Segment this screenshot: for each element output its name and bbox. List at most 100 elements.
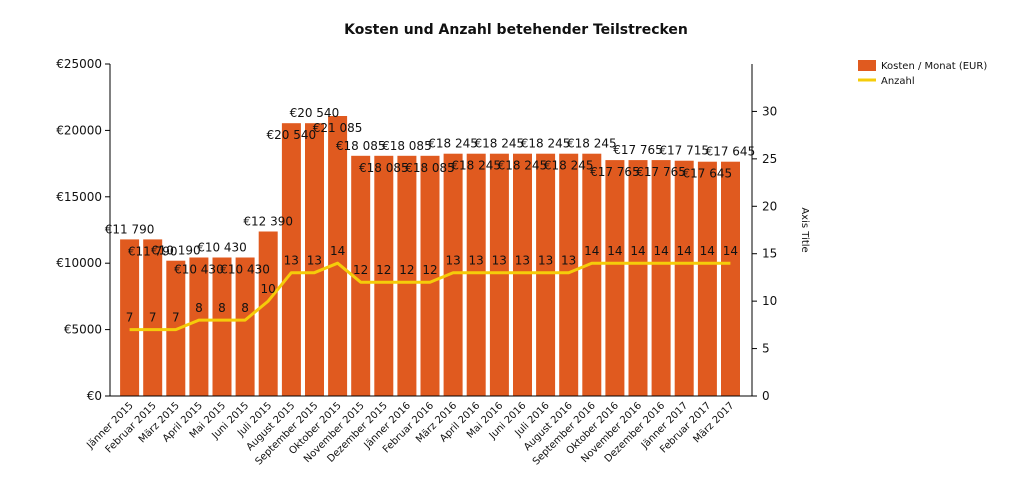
- legend-label-anzahl: Anzahl: [881, 76, 915, 87]
- count-label-8: 13: [307, 254, 322, 268]
- bar-8: [305, 123, 324, 396]
- count-label-0: 7: [126, 311, 134, 325]
- cost-label-5: €10 430: [220, 263, 270, 277]
- bar-22: [628, 160, 648, 396]
- count-label-13: 12: [422, 263, 437, 277]
- cost-label-7: €20 540: [266, 128, 316, 142]
- cost-label-9: €21 085: [313, 121, 363, 135]
- bar-4: [212, 257, 232, 396]
- count-label-18: 13: [538, 254, 553, 268]
- count-label-2: 7: [172, 311, 180, 325]
- bar-13: [420, 155, 440, 396]
- count-label-20: 14: [584, 244, 599, 258]
- count-label-23: 14: [653, 244, 668, 258]
- bar-5: [235, 257, 255, 396]
- legend-label-kosten: Kosten / Monat (EUR): [881, 61, 987, 72]
- cost-label-20: €18 245: [567, 137, 617, 151]
- bar-series: [120, 116, 740, 396]
- count-label-11: 12: [376, 263, 391, 277]
- bar-11: [374, 155, 394, 396]
- cost-label-3: €10 430: [174, 263, 224, 277]
- count-label-15: 13: [469, 254, 484, 268]
- chart-title: Kosten und Anzahl betehender Teilstrecke…: [344, 22, 688, 38]
- bar-21: [605, 160, 625, 396]
- bar-17: [513, 153, 532, 396]
- left-tick-label-1: €5000: [64, 323, 102, 337]
- bar-0: [120, 239, 140, 396]
- cost-label-6: €12 390: [243, 215, 293, 229]
- bar-25: [697, 161, 717, 396]
- count-label-19: 13: [561, 254, 576, 268]
- bar-16: [489, 153, 509, 396]
- count-label-7: 13: [284, 254, 299, 268]
- count-label-3: 8: [195, 301, 203, 315]
- count-label-6: 10: [261, 282, 276, 296]
- cost-label-0: €11 790: [105, 222, 155, 236]
- cost-label-13: €18 085: [405, 161, 455, 175]
- count-label-4: 8: [218, 301, 226, 315]
- anzahl-line: [129, 261, 731, 332]
- count-label-14: 13: [445, 254, 460, 268]
- cost-label-17: €18 245: [498, 159, 548, 173]
- bar-12: [397, 155, 417, 396]
- bar-7: [281, 123, 301, 396]
- line-series: [129, 261, 731, 332]
- right-tick-label-2: 10: [762, 294, 777, 308]
- cost-label-8: €20 540: [290, 106, 340, 120]
- count-label-16: 13: [492, 254, 507, 268]
- count-label-10: 12: [353, 263, 368, 277]
- bar-24: [674, 160, 694, 396]
- left-tick-label-0: €0: [87, 389, 102, 403]
- cost-label-11: €18 085: [359, 161, 409, 175]
- cost-label-19: €18 245: [544, 159, 594, 173]
- count-label-22: 14: [630, 244, 645, 258]
- cost-label-24: €17 715: [659, 144, 709, 158]
- bar-26: [721, 161, 740, 396]
- bar-1: [143, 239, 163, 396]
- cost-label-1: €11 790: [128, 244, 178, 258]
- cost-label-22: €17 765: [613, 143, 663, 157]
- count-label-26: 14: [723, 244, 738, 258]
- count-label-5: 8: [241, 301, 249, 315]
- cost-label-23: €17 765: [636, 165, 686, 179]
- bar-data-labels: €11 790€11 790€10 190€10 430€10 430€10 4…: [105, 106, 755, 276]
- cost-label-21: €17 765: [590, 165, 640, 179]
- bar-20: [582, 153, 602, 396]
- count-label-21: 14: [607, 244, 622, 258]
- left-tick-label-5: €25000: [56, 57, 102, 71]
- count-label-17: 13: [515, 254, 530, 268]
- right-tick-label-4: 20: [762, 199, 777, 213]
- count-label-24: 14: [677, 244, 692, 258]
- cost-label-16: €18 245: [474, 137, 524, 151]
- bar-9: [328, 116, 348, 396]
- bar-19: [559, 153, 579, 396]
- cost-label-18: €18 245: [521, 137, 571, 151]
- cost-label-26: €17 645: [706, 145, 756, 159]
- right-tick-label-3: 15: [762, 247, 777, 261]
- count-label-12: 12: [399, 263, 414, 277]
- cost-label-12: €18 085: [382, 139, 432, 153]
- cost-label-15: €18 245: [451, 159, 501, 173]
- cost-label-4: €10 430: [197, 241, 247, 255]
- left-tick-label-4: €20000: [56, 123, 102, 137]
- legend-swatch-kosten: [858, 60, 876, 71]
- right-tick-label-0: 0: [762, 389, 770, 403]
- cost-label-14: €18 245: [428, 137, 478, 151]
- right-tick-label-5: 25: [762, 152, 777, 166]
- bar-23: [651, 160, 671, 396]
- bar-18: [536, 153, 556, 396]
- count-label-9: 14: [330, 244, 345, 258]
- cost-label-25: €17 645: [682, 167, 732, 181]
- count-label-25: 14: [700, 244, 715, 258]
- right-tick-label-1: 5: [762, 342, 770, 356]
- bar-15: [466, 153, 486, 396]
- bar-14: [443, 153, 463, 396]
- bar-3: [189, 257, 209, 396]
- line-data-labels: 7 7 7 8 8 8 10 13 13 14 12 12 12 12 13 13 13 13 13 13 14 14 14…: [126, 244, 738, 324]
- cost-label-2: €10 190: [151, 244, 201, 258]
- bar-10: [351, 155, 371, 396]
- legend: Kosten / Monat (EUR) Anzahl: [858, 60, 987, 87]
- cost-label-10: €18 085: [336, 139, 386, 153]
